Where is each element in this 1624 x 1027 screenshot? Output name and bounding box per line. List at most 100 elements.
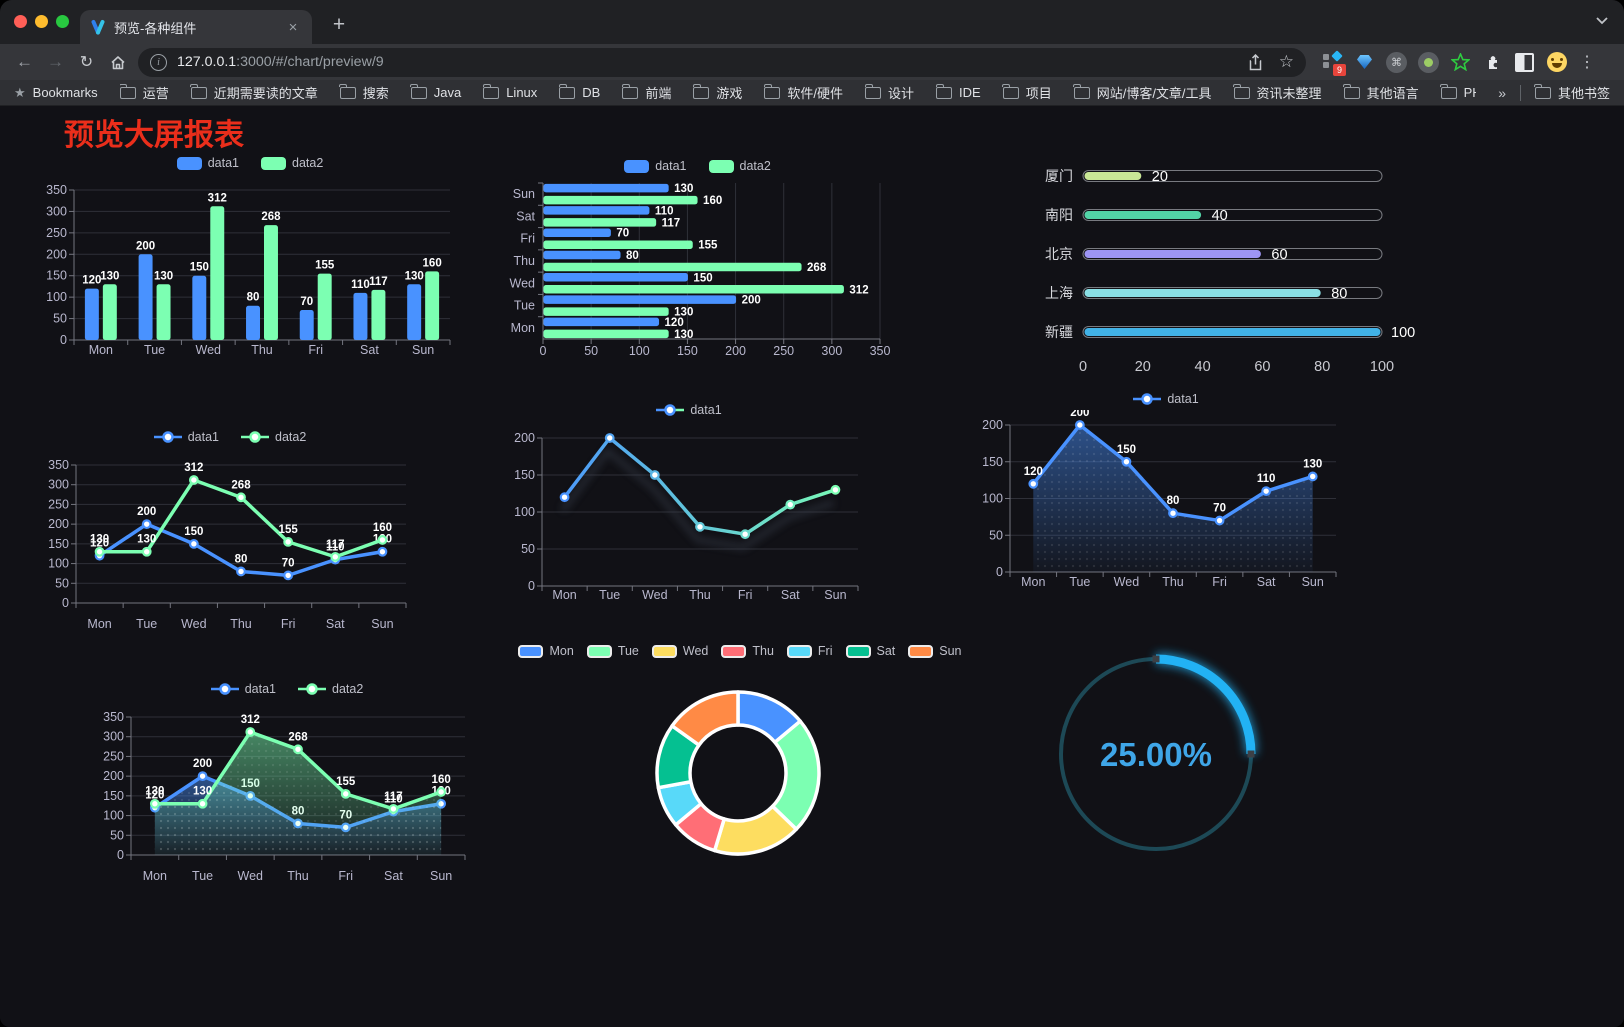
bookmark-folder[interactable]: 近期需要读的文章 [190, 83, 318, 102]
bookmark-folder[interactable]: 项目 [1002, 83, 1052, 102]
bookmark-folder[interactable]: 资讯未整理 [1233, 83, 1322, 102]
svg-text:50: 50 [110, 828, 124, 842]
legend-item[interactable]: Mon [518, 644, 574, 658]
tab-strip: 预览-各种组件 × + [0, 0, 1624, 44]
bookmark-folder[interactable]: DB [558, 83, 600, 102]
reload-icon[interactable]: ↻ [79, 54, 94, 71]
bookmark-folder[interactable]: IDE [935, 83, 981, 102]
bookmark-folder[interactable]: Linux [482, 83, 537, 102]
svg-text:100: 100 [982, 492, 1003, 506]
svg-text:Tue: Tue [1069, 575, 1090, 589]
back-icon[interactable]: ← [16, 52, 33, 71]
legend-item[interactable]: Tue [586, 644, 639, 658]
home-icon[interactable] [103, 54, 132, 71]
bookmarks-overflow-chevron[interactable]: » [1498, 84, 1506, 101]
svg-text:Mon: Mon [89, 343, 113, 357]
legend-item[interactable]: data2 [708, 159, 771, 173]
extension-icon-star[interactable] [1450, 52, 1471, 73]
forward-icon[interactable]: → [47, 52, 64, 71]
extension-icon-emoji[interactable] [1546, 52, 1567, 73]
bookmark-folder[interactable]: 搜索 [339, 83, 389, 102]
legend-item[interactable]: data1 [176, 156, 239, 170]
legend-item[interactable]: data1 [624, 159, 687, 173]
svg-text:130: 130 [1303, 458, 1322, 470]
svg-text:Thu: Thu [513, 254, 535, 268]
bookmark-folder[interactable]: Java [410, 83, 461, 102]
svg-text:300: 300 [103, 730, 124, 744]
extensions-puzzle-icon[interactable] [1482, 52, 1503, 73]
bookmark-star-icon[interactable]: ☆ [1278, 52, 1294, 71]
bookmark-folder[interactable]: 软件/硬件 [763, 83, 843, 102]
address-bar[interactable]: i 127.0.0.1:3000/#/chart/preview/9 ☆ [138, 47, 1306, 77]
bookmark-folder[interactable]: 设计 [864, 83, 914, 102]
svg-text:150: 150 [693, 272, 712, 284]
dashboard-page: 预览大屏报表 data1 data2 0 50 100 150 200 250 300 350 Mo… [0, 106, 1624, 1027]
gauge-value: 25.00% [1100, 736, 1212, 773]
bookmark-folder-other[interactable]: 其他书签 [1534, 83, 1610, 102]
legend-item[interactable]: Sun [908, 644, 962, 658]
legend-item[interactable]: Fri [786, 644, 833, 658]
extension-icon-grid[interactable]: 9 [1322, 49, 1346, 76]
site-info-icon[interactable]: i [150, 53, 167, 71]
svg-text:Sat: Sat [360, 343, 379, 357]
legend-item[interactable]: Wed [651, 644, 708, 658]
bookmark-folder[interactable]: 前端 [621, 83, 671, 102]
svg-text:80: 80 [626, 250, 639, 262]
tab-close-icon[interactable]: × [288, 18, 298, 36]
legend-item[interactable]: Thu [721, 644, 774, 658]
bar [543, 206, 650, 215]
svg-text:Sun: Sun [371, 617, 393, 631]
svg-text:Mon: Mon [143, 869, 167, 883]
svg-text:300: 300 [48, 478, 69, 492]
legend-label: data2 [332, 682, 364, 696]
bookmark-folder[interactable]: 网站/博客/文章/工具 [1073, 83, 1212, 102]
extension-icon-split-square[interactable] [1514, 52, 1535, 73]
page-title: 预览大屏报表 [64, 119, 244, 152]
data-point [330, 551, 341, 562]
bookmark-folder[interactable]: 游戏 [692, 83, 742, 102]
bookmark-item-bookmarks[interactable]: ★ Bookmarks [14, 85, 98, 101]
bar [246, 305, 260, 340]
browser-tab[interactable]: 预览-各种组件 × [80, 10, 312, 44]
extension-icon-dot[interactable] [1418, 51, 1439, 73]
svg-text:Fri: Fri [1212, 575, 1227, 589]
legend-item[interactable]: data2 [261, 156, 323, 170]
browser-menu-icon[interactable]: ⋮ [1579, 54, 1595, 71]
folder-icon [864, 83, 881, 99]
svg-text:Tue: Tue [136, 617, 157, 631]
window-zoom-button[interactable] [56, 15, 69, 28]
svg-text:20: 20 [1152, 169, 1168, 185]
extension-icon-gem[interactable] [1354, 52, 1375, 73]
svg-text:350: 350 [48, 458, 69, 472]
extension-icon-command[interactable]: ⌘ [1386, 51, 1407, 73]
legend-item[interactable]: data1 [656, 403, 722, 417]
new-tab-button[interactable]: + [332, 13, 346, 36]
svg-text:130: 130 [145, 786, 164, 798]
svg-text:200: 200 [982, 418, 1003, 432]
bookmark-folder[interactable]: 运营 [119, 83, 169, 102]
svg-text:110: 110 [384, 794, 403, 806]
legend-item[interactable]: data1 [1133, 392, 1199, 406]
dual-line-chart: data1 data2 0 50 100 150 200 250 300 350 Mon Tue Wed… [46, 426, 414, 638]
data-point [188, 538, 199, 549]
svg-text:155: 155 [279, 524, 299, 536]
window-close-button[interactable] [14, 15, 27, 28]
svg-text:100: 100 [46, 290, 67, 304]
legend-item[interactable]: data2 [298, 682, 363, 696]
svg-text:250: 250 [773, 344, 794, 358]
window-minimize-button[interactable] [35, 15, 48, 28]
svg-text:150: 150 [982, 455, 1003, 469]
legend-item[interactable]: data1 [210, 682, 276, 696]
pie-slice[interactable] [670, 690, 740, 747]
legend-item[interactable]: data2 [241, 430, 306, 444]
bookmark-folder[interactable]: PHP [1440, 83, 1476, 102]
bookmark-folder[interactable]: 其他语言 [1343, 83, 1419, 102]
svg-text:60: 60 [1271, 247, 1287, 263]
legend-item[interactable]: Sat [845, 644, 895, 658]
bar [425, 271, 440, 340]
legend-label: Mon [549, 644, 574, 658]
chevron-down-icon[interactable] [1596, 17, 1608, 25]
share-icon[interactable] [1248, 53, 1263, 71]
legend-item[interactable]: data1 [153, 430, 219, 444]
chart-legend: data1 [506, 399, 872, 421]
